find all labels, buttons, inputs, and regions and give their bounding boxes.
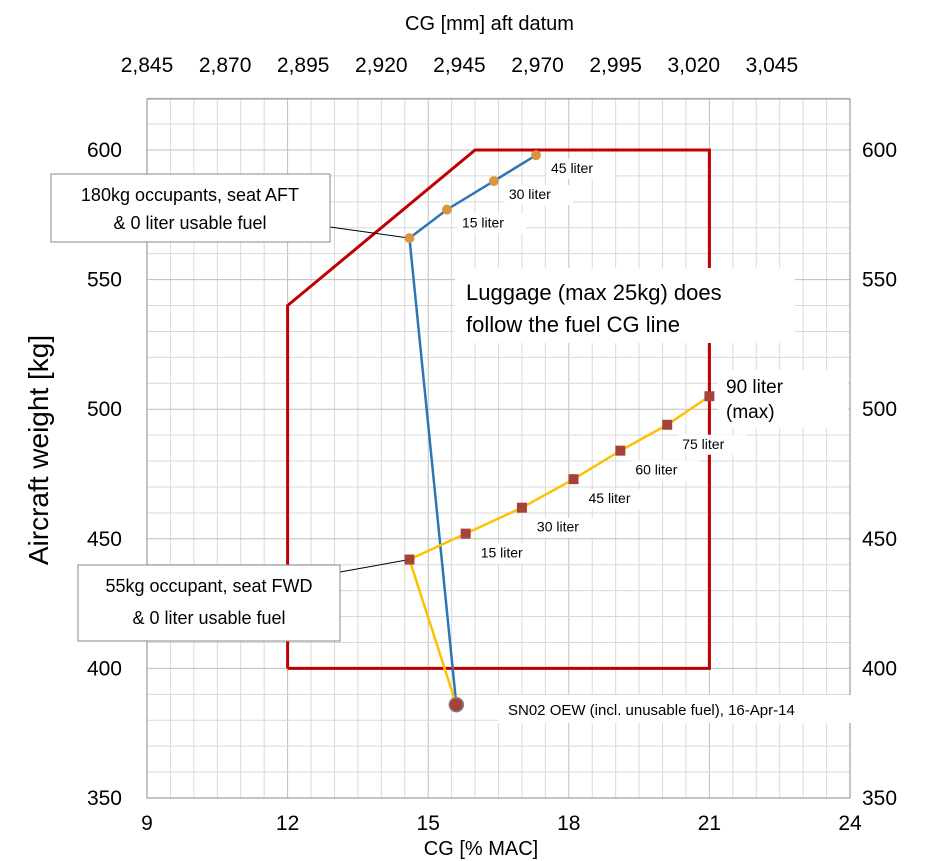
fwd-data-point xyxy=(662,419,673,430)
plot-frame xyxy=(146,98,851,799)
fwd-fuel-label: 15 liter xyxy=(481,545,523,561)
y-tick-label-left: 350 xyxy=(87,787,122,810)
y-tick-label-left: 450 xyxy=(87,528,122,551)
aft-fuel-label: 45 liter xyxy=(551,160,593,176)
y-tick-label-right: 450 xyxy=(862,528,897,551)
y-tick-label-right: 550 xyxy=(862,269,897,292)
top-axis-title: CG [mm] aft datum xyxy=(405,13,574,35)
fwd-loading-line xyxy=(407,395,711,706)
max-fuel-label-line-2: (max) xyxy=(726,402,775,423)
top-tick-label: 2,970 xyxy=(511,54,564,77)
fwd-data-point xyxy=(404,554,415,565)
y-tick-label-left: 550 xyxy=(87,269,122,292)
oew-label: SN02 OEW (incl. unusable fuel), 16-Apr-1… xyxy=(498,695,858,723)
fwd-fuel-label: 75 liter xyxy=(682,436,724,452)
fwd-data-point xyxy=(460,528,471,539)
fuel-label-bg xyxy=(532,517,601,538)
x-tick-label: 15 xyxy=(417,812,440,835)
data-markers xyxy=(404,150,715,713)
aft-fuel-label: 15 liter xyxy=(462,215,504,231)
aft-callout-line-1: 180kg occupants, seat AFT xyxy=(81,185,299,205)
luggage-note: Luggage (max 25kg) does follow the fuel … xyxy=(455,268,795,343)
fwd-data-point xyxy=(516,502,527,513)
max-fuel-label: 90 liter (max) xyxy=(718,370,848,428)
top-tick-label: 2,945 xyxy=(433,54,486,77)
fuel-label-bg xyxy=(678,434,747,455)
fuel-label-bg xyxy=(504,185,573,206)
top-tick-label: 2,920 xyxy=(355,54,408,77)
aft-callout-leader xyxy=(329,226,410,239)
top-tick-label: 3,045 xyxy=(746,54,799,77)
fuel-label-bg xyxy=(457,213,526,234)
x-tick-label: 12 xyxy=(276,812,299,835)
top-tick-label: 2,845 xyxy=(121,54,174,77)
y-tick-label-right: 400 xyxy=(862,657,897,680)
max-fuel-label-line-1: 90 liter xyxy=(726,377,784,398)
max-fuel-label-bg xyxy=(718,370,848,428)
cg-envelope xyxy=(286,148,711,670)
fwd-data-point xyxy=(568,474,579,485)
aft-data-point xyxy=(488,176,499,187)
aft-callout: 180kg occupants, seat AFT & 0 liter usab… xyxy=(50,173,410,243)
fwd-callout-box xyxy=(77,564,341,642)
fuel-label-bg xyxy=(546,159,615,180)
fuel-label-bg xyxy=(584,489,653,510)
aft-callout-line-2: & 0 liter usable fuel xyxy=(113,213,266,233)
fwd-fuel-label: 60 liter xyxy=(635,462,677,478)
fwd-data-point xyxy=(704,391,715,402)
aft-data-point xyxy=(530,150,541,161)
fuel-label-bg xyxy=(631,460,700,481)
fwd-fuel-label: 45 liter xyxy=(588,490,630,506)
y-tick-label-left: 500 xyxy=(87,398,122,421)
x-tick-label: 21 xyxy=(698,812,721,835)
top-tick-label: 2,870 xyxy=(199,54,252,77)
y-axis-title: Aircraft weight [kg] xyxy=(23,335,54,565)
aft-data-point xyxy=(441,204,452,215)
oew-label-text: SN02 OEW (incl. unusable fuel), 16-Apr-1… xyxy=(508,702,795,719)
fwd-callout-line-2: & 0 liter usable fuel xyxy=(132,608,285,628)
y-tick-label-left: 400 xyxy=(87,657,122,680)
fwd-data-point xyxy=(615,445,626,456)
y-tick-label-left: 600 xyxy=(87,139,122,162)
aft-callout-box xyxy=(50,173,331,243)
x-axis-title: CG [% MAC] xyxy=(424,838,538,860)
luggage-note-bg xyxy=(455,268,795,343)
oew-point-marker xyxy=(448,696,465,713)
fwd-callout: 55kg occupant, seat FWD & 0 liter usable… xyxy=(77,559,410,642)
luggage-note-line-1: Luggage (max 25kg) does xyxy=(466,280,722,305)
x-tick-label: 24 xyxy=(838,812,862,835)
luggage-note-line-2: follow the fuel CG line xyxy=(466,312,680,337)
top-tick-label: 3,020 xyxy=(668,54,721,77)
x-tick-label: 9 xyxy=(141,812,153,835)
top-tick-label: 2,995 xyxy=(589,54,642,77)
oew-label-bg xyxy=(498,695,858,723)
x-tick-label: 18 xyxy=(557,812,580,835)
y-tick-label-right: 600 xyxy=(862,139,897,162)
fwd-callout-line-1: 55kg occupant, seat FWD xyxy=(105,576,312,596)
fwd-fuel-label: 30 liter xyxy=(537,519,579,535)
aft-fuel-label: 30 liter xyxy=(509,186,551,202)
fwd-callout-leader xyxy=(339,559,410,573)
y-tick-label-right: 500 xyxy=(862,398,897,421)
top-tick-label: 2,895 xyxy=(277,54,330,77)
fuel-label-bg xyxy=(476,543,545,564)
y-tick-label-right: 350 xyxy=(862,787,897,810)
aft-data-point xyxy=(404,233,415,244)
